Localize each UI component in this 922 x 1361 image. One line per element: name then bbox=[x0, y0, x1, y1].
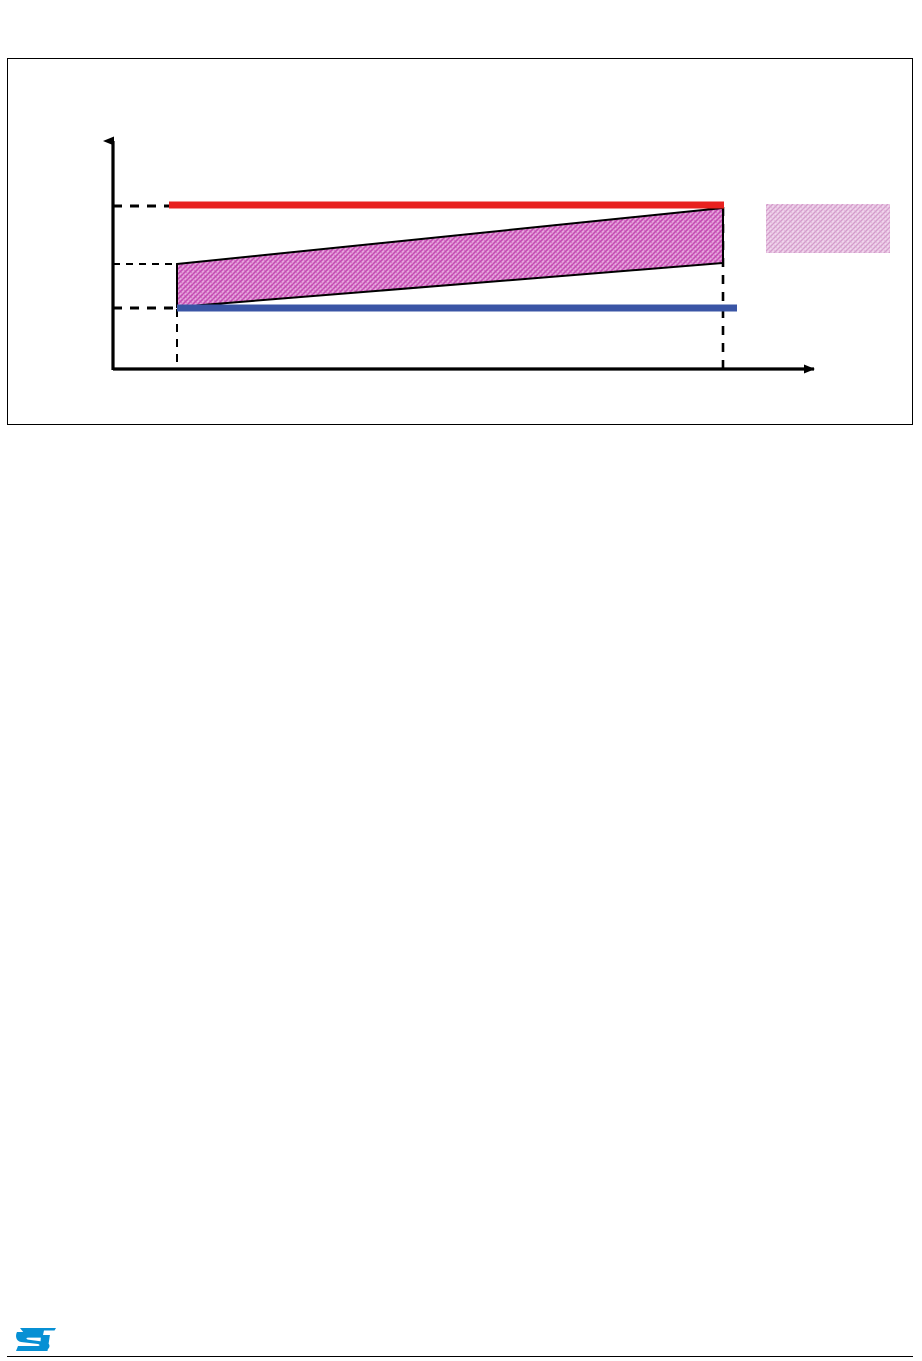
footer-divider bbox=[7, 1356, 913, 1357]
limit-lines bbox=[169, 201, 737, 312]
chart-axes bbox=[103, 136, 815, 374]
legend-swatch-band bbox=[766, 204, 890, 253]
shaded-band bbox=[176, 206, 724, 309]
chart-legend bbox=[766, 204, 890, 253]
y-tick-guides bbox=[113, 204, 178, 310]
band-polygon bbox=[176, 206, 724, 309]
chart-figure bbox=[103, 136, 890, 374]
figure-frame bbox=[7, 58, 913, 425]
st-logo bbox=[16, 1328, 57, 1351]
